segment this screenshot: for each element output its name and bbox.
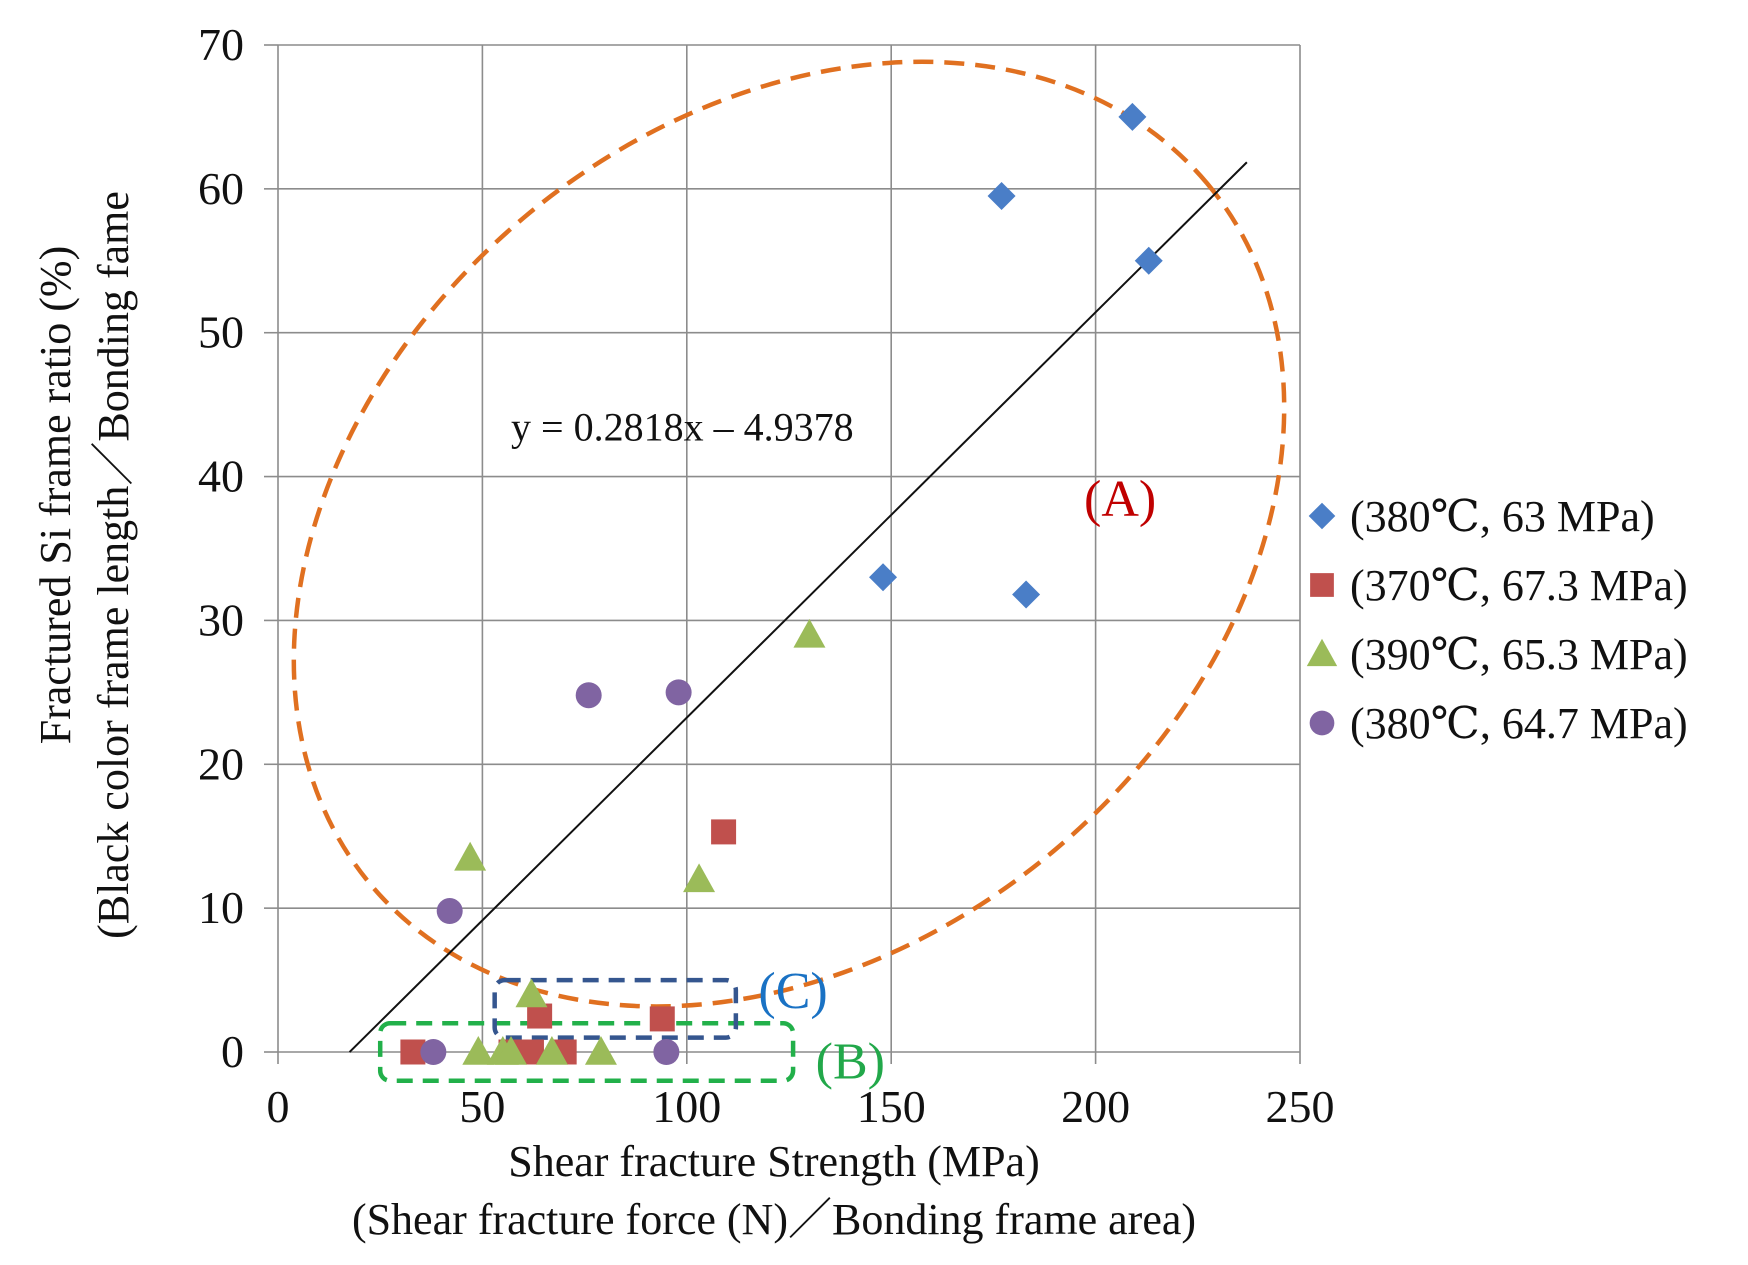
y-tick-label: 40 [198, 451, 244, 502]
y-tick-label: 70 [198, 19, 244, 70]
point-370c-67-3mpa [527, 1003, 553, 1029]
point-380c-63mpa [869, 563, 898, 592]
trendline-layer [348, 161, 1248, 1053]
tick-labels: 0 50 100 150 200 250 0 10 20 30 40 50 60 70 [198, 19, 1335, 1132]
x-axis-subtitle: (Shear fracture force (N)／Bonding frame … [352, 1195, 1196, 1244]
legend-label: (380℃, 64.7 MPa) [1350, 699, 1688, 748]
grid [264, 44, 1301, 1064]
legend-marker [1309, 710, 1335, 736]
x-tick-label: 150 [857, 1081, 926, 1132]
point-390c-65-3mpa [793, 618, 826, 648]
y-axis-subtitle: (Black color frame length／Bonding fame [89, 191, 138, 939]
legend-marker [1308, 502, 1336, 530]
point-380c-64-7mpa [436, 898, 463, 925]
x-tick-label: 250 [1266, 1081, 1335, 1132]
point-380c-63mpa [1134, 246, 1163, 275]
group-ellipse-a [291, 59, 1287, 1009]
x-tick-label: 200 [1061, 1081, 1130, 1132]
point-390c-65-3mpa [495, 1036, 528, 1065]
point-390c-65-3mpa [584, 1036, 617, 1065]
x-tick-label: 100 [652, 1081, 721, 1132]
point-390c-65-3mpa [535, 1036, 568, 1065]
point-380c-64-7mpa [420, 1039, 447, 1065]
y-tick-label: 10 [198, 882, 244, 933]
point-390c-65-3mpa [462, 1036, 495, 1065]
point-380c-64-7mpa [575, 682, 602, 709]
annotation-shapes [291, 59, 1287, 1084]
point-390c-65-3mpa [454, 841, 487, 871]
group-box-c [492, 977, 739, 1040]
x-tick-label: 50 [459, 1081, 505, 1132]
legend-item-380c-63mpa[interactable]: (380℃, 63 MPa) [1308, 492, 1655, 541]
point-370c-67-3mpa [711, 819, 737, 845]
group-label-c: (C) [758, 963, 827, 1020]
y-tick-label: 20 [198, 738, 244, 789]
legend-item-390c-65-3mpa[interactable]: (390℃, 65.3 MPa) [1306, 630, 1688, 679]
legend-item-370c-67-3mpa[interactable]: (370℃, 67.3 MPa) [1310, 561, 1688, 610]
point-380c-63mpa [987, 182, 1016, 211]
point-380c-63mpa [1118, 102, 1147, 131]
legend-label: (370℃, 67.3 MPa) [1350, 561, 1688, 610]
point-390c-65-3mpa [515, 978, 548, 1008]
y-tick-label: 50 [198, 307, 244, 358]
y-tick-label: 0 [221, 1026, 244, 1077]
y-axis-title: Fractured Si frame ratio (%) [31, 246, 80, 744]
point-370c-67-3mpa [649, 1006, 675, 1032]
legend-marker [1310, 573, 1334, 597]
legend-label: (390℃, 65.3 MPa) [1350, 630, 1688, 679]
data-points [400, 102, 1163, 1065]
group-box-b [377, 1020, 796, 1084]
point-390c-65-3mpa [683, 863, 716, 893]
x-axis-title: Shear fracture Strength (MPa) [508, 1137, 1039, 1186]
point-380c-63mpa [1012, 580, 1041, 609]
group-label-a: (A) [1084, 471, 1156, 528]
point-380c-64-7mpa [665, 679, 692, 706]
trendline-equation: y = 0.2818x – 4.9378 [511, 405, 854, 450]
y-tick-label: 60 [198, 163, 244, 214]
y-tick-label: 30 [198, 594, 244, 645]
x-tick-label: 0 [267, 1081, 290, 1132]
legend: (380℃, 63 MPa) (370℃, 67.3 MPa) (390℃, 6… [1306, 492, 1688, 748]
trendline [348, 161, 1248, 1053]
legend-item-380c-64-7mpa[interactable]: (380℃, 64.7 MPa) [1309, 699, 1688, 748]
legend-label: (380℃, 63 MPa) [1350, 492, 1655, 541]
group-label-b: (B) [816, 1034, 885, 1091]
legend-marker [1306, 638, 1338, 667]
point-380c-64-7mpa [653, 1039, 680, 1065]
